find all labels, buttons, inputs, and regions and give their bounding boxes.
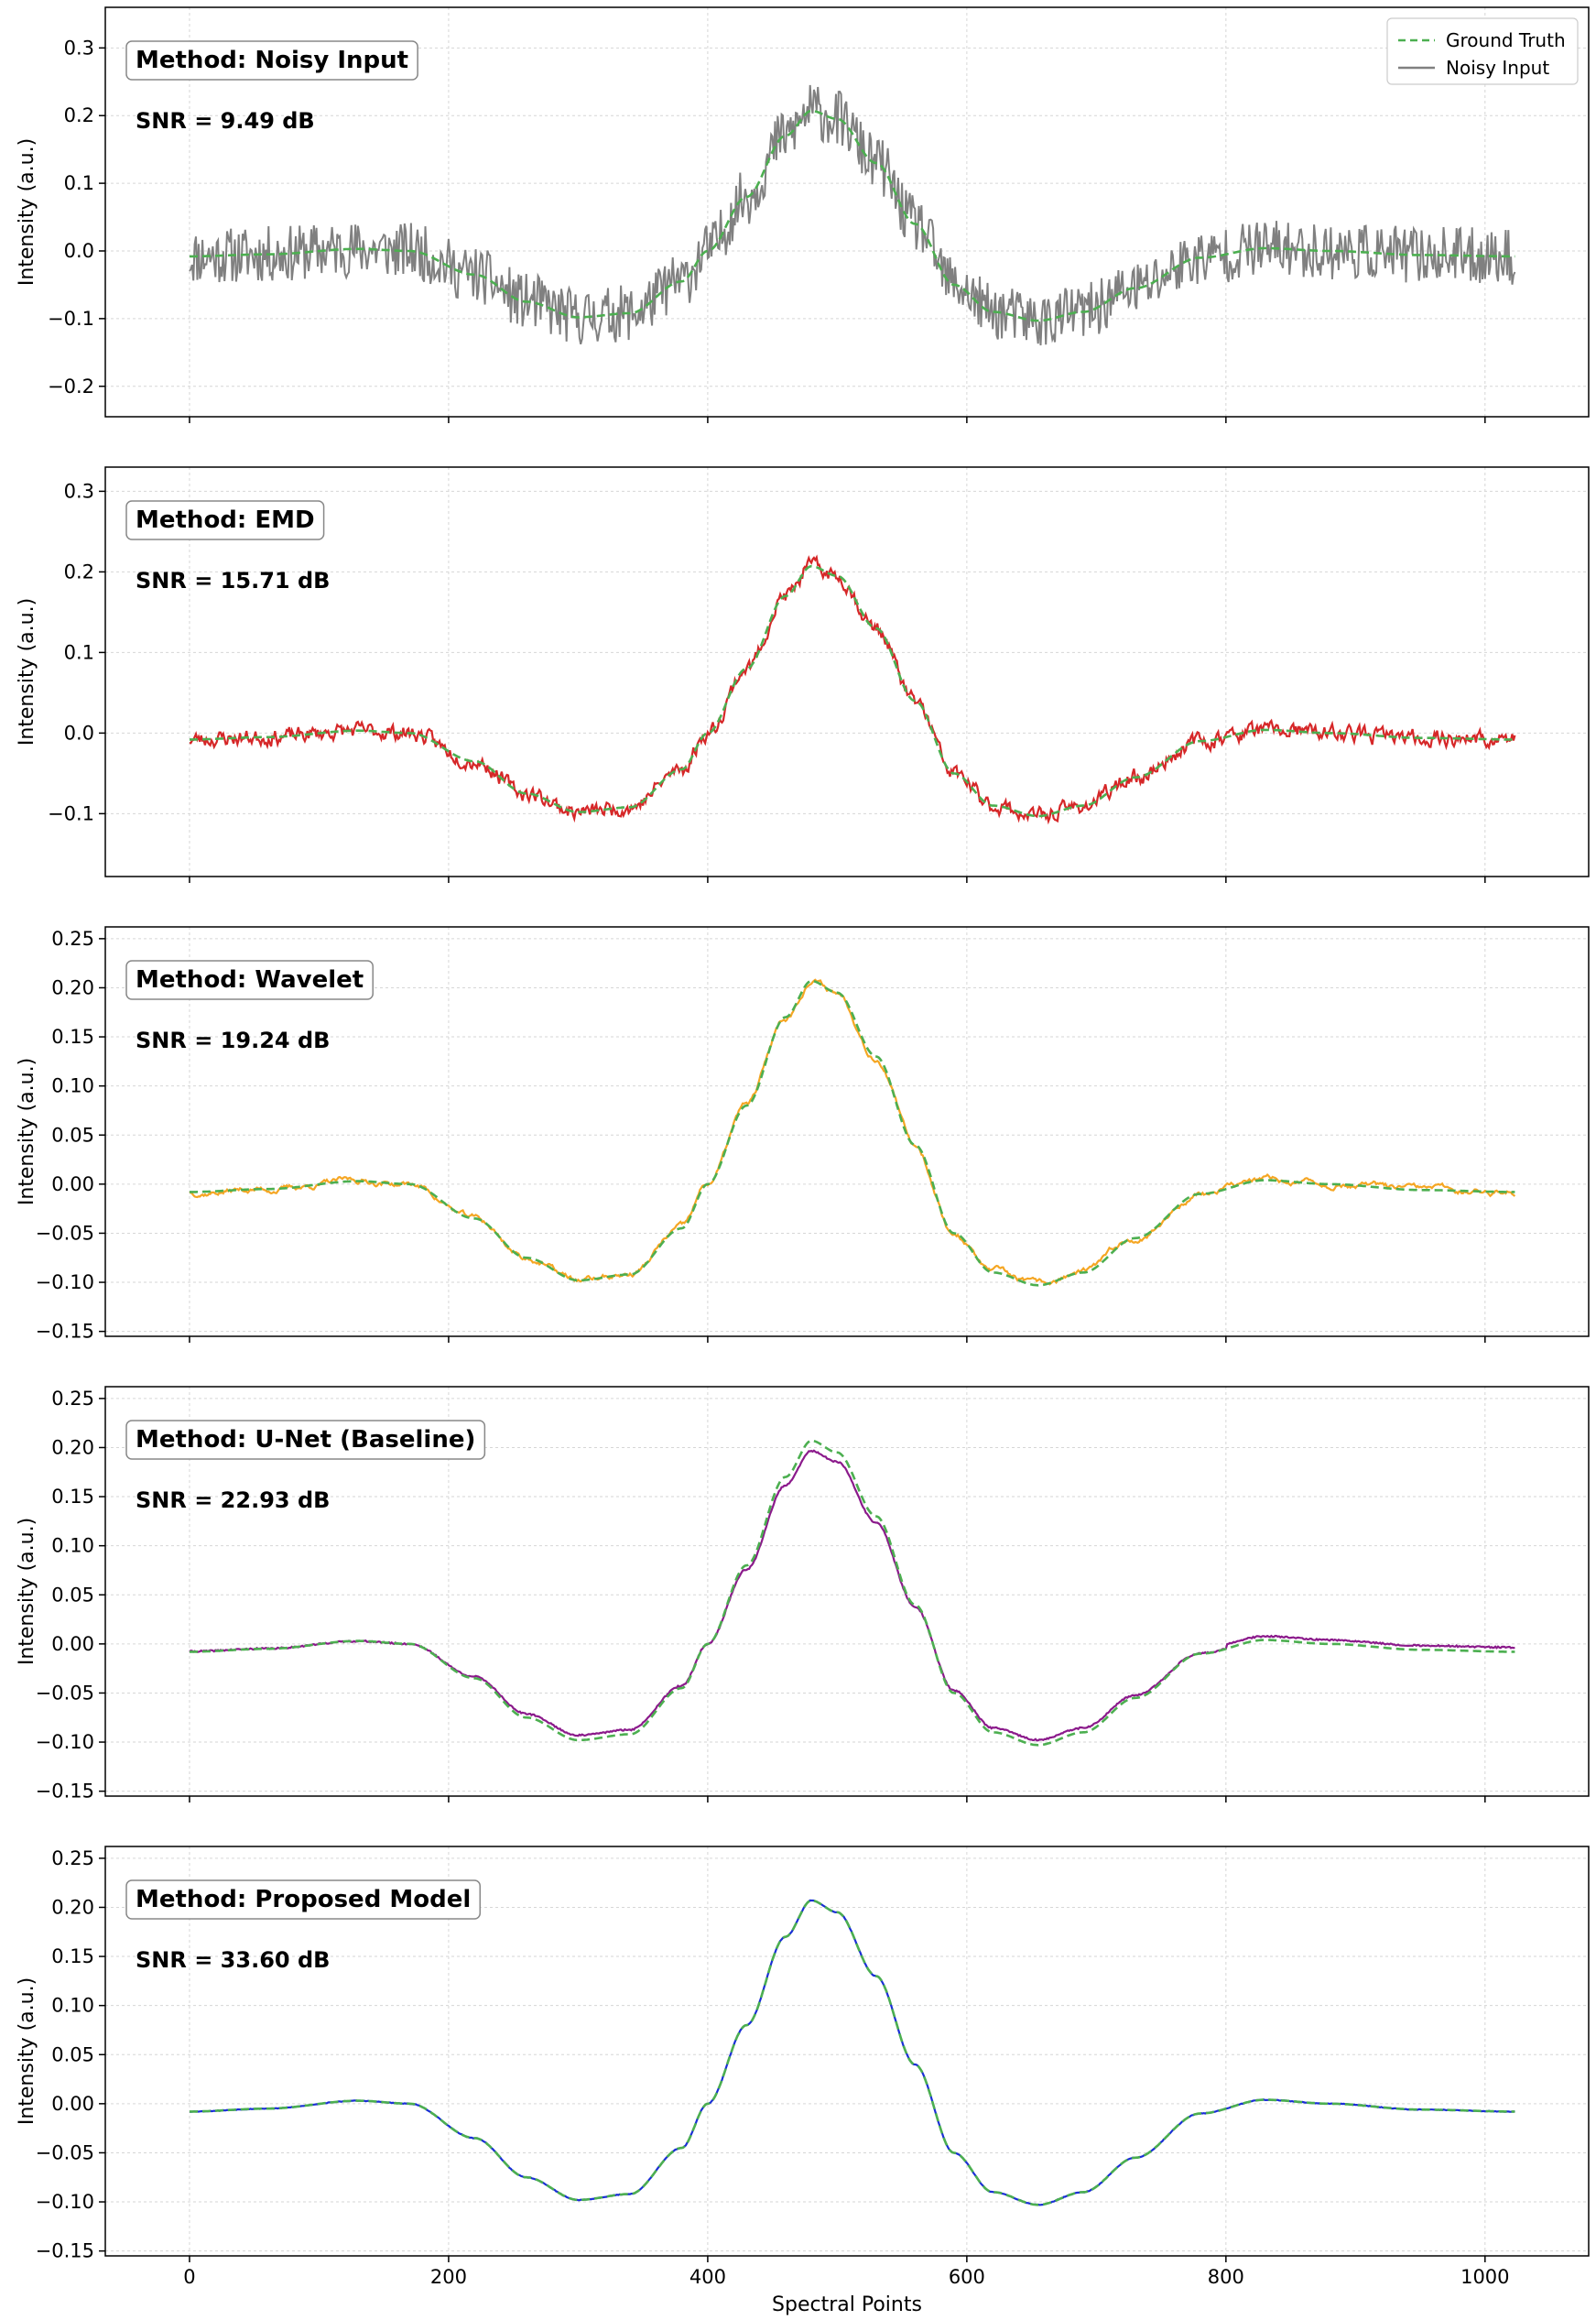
snr-label: SNR = 15.71 dB (136, 568, 330, 594)
y-tick-label: 0.15 (51, 1026, 94, 1048)
method-label-box (125, 500, 325, 540)
y-tick-label: 0.25 (51, 928, 94, 950)
x-tick-label: 0 (183, 2266, 195, 2288)
ground-truth-line (190, 1439, 1515, 1747)
y-tick-label: −0.1 (48, 802, 94, 824)
method-label-box (125, 1420, 486, 1460)
x-tick-label: 400 (689, 2266, 726, 2288)
plot-frame (104, 1386, 1590, 1797)
plot-frame (104, 926, 1590, 1337)
method-output-line (189, 84, 1516, 346)
legend-entry: Noisy Input (1446, 57, 1549, 79)
y-tick-label: 0.0 (64, 240, 94, 262)
y-tick-label: 0.3 (64, 37, 94, 59)
y-tick-label: −0.15 (36, 1781, 94, 1803)
ground-truth-line (190, 979, 1515, 1287)
y-tick-label: 0.20 (51, 1896, 94, 1918)
panel-2: −0.1 0.0 0.1 0.2 0.3 Intensity (a.u.) Method: … (16, 466, 1590, 883)
y-tick-label: 0.1 (64, 641, 94, 663)
y-tick-label: 0.00 (51, 2093, 94, 2115)
y-tick-label: 0.10 (51, 1995, 94, 2017)
plot-area (105, 467, 1589, 877)
y-tick-label: 0.20 (51, 1436, 94, 1458)
y-axis-label: Intensity (a.u.) (16, 138, 38, 286)
y-tick-label: 0.15 (51, 1945, 94, 1967)
method-label-box (125, 1879, 481, 1920)
snr-label: SNR = 22.93 dB (136, 1487, 330, 1513)
x-axis-label: Spectral Points (772, 2293, 922, 2316)
method-label: Method: Wavelet (136, 966, 364, 994)
y-tick-label: −0.10 (36, 2191, 94, 2213)
y-tick-label: −0.10 (36, 1731, 94, 1753)
legend: Ground Truth Noisy Input (1386, 17, 1579, 85)
snr-label: SNR = 19.24 dB (136, 1028, 330, 1053)
y-axis-label: Intensity (a.u.) (16, 1058, 38, 1205)
y-tick-label: 0.1 (64, 172, 94, 194)
y-axis-label: Intensity (a.u.) (16, 1977, 38, 2125)
y-axis-label: Intensity (a.u.) (16, 598, 38, 746)
y-tick-label: −0.10 (36, 1271, 94, 1293)
method-output-line (189, 554, 1516, 825)
snr-label: SNR = 33.60 dB (136, 1947, 330, 1973)
y-tick-label: −0.1 (48, 308, 94, 330)
method-label: Method: U-Net (Baseline) (136, 1426, 475, 1454)
y-tick-label: 0.3 (64, 480, 94, 502)
x-tick-label: 800 (1208, 2266, 1244, 2288)
y-tick-label: 0.20 (51, 976, 94, 998)
panel-4: −0.15 −0.10 −0.05 0.00 0.05 0.10 0.15 0.20 0.25 I… (16, 1386, 1590, 1803)
y-tick-label: 0.0 (64, 722, 94, 744)
plot-frame (104, 466, 1590, 877)
y-tick-label: 0.15 (51, 1486, 94, 1508)
plot-frame (104, 6, 1590, 418)
panel-3: −0.15 −0.10 −0.05 0.00 0.05 0.10 0.15 0.20 0.25 I… (16, 926, 1590, 1343)
method-label: Method: Noisy Input (136, 47, 408, 74)
legend-entry: Ground Truth (1446, 29, 1566, 51)
y-tick-label: 0.10 (51, 1535, 94, 1557)
y-tick-label: 0.05 (51, 1124, 94, 1146)
method-label: Method: EMD (136, 506, 315, 534)
x-tick-label: 200 (430, 2266, 467, 2288)
y-tick-label: 0.00 (51, 1173, 94, 1195)
panel-5: −0.15 −0.10 −0.05 0.00 0.05 0.10 0.15 0.20 0.25 0… (16, 1846, 1590, 2316)
y-tick-label: −0.05 (36, 2141, 94, 2163)
y-tick-label: 0.00 (51, 1633, 94, 1655)
ground-truth-line (190, 109, 1515, 322)
method-label-box (125, 40, 418, 81)
y-tick-label: −0.15 (36, 2240, 94, 2262)
method-label: Method: Proposed Model (136, 1886, 471, 1913)
y-tick-label: 0.2 (64, 561, 94, 583)
x-tick-label: 600 (949, 2266, 985, 2288)
y-tick-label: −0.15 (36, 1321, 94, 1343)
y-tick-label: −0.05 (36, 1682, 94, 1704)
plot-frame (104, 1846, 1590, 2257)
y-tick-label: −0.2 (48, 376, 94, 398)
snr-label: SNR = 9.49 dB (136, 108, 315, 134)
y-tick-label: 0.2 (64, 104, 94, 126)
y-tick-label: 0.05 (51, 1584, 94, 1606)
y-tick-label: −0.05 (36, 1222, 94, 1244)
ground-truth-line (190, 564, 1515, 818)
ground-truth-line (190, 1899, 1515, 2206)
y-tick-label: 0.10 (51, 1075, 94, 1097)
method-label-box (125, 960, 374, 1000)
y-tick-label: 0.25 (51, 1388, 94, 1410)
y-tick-label: 0.25 (51, 1847, 94, 1869)
y-axis-label: Intensity (a.u.) (16, 1518, 38, 1665)
x-tick-label: 1000 (1460, 2266, 1509, 2288)
y-tick-label: 0.05 (51, 2043, 94, 2065)
panel-1: −0.2 −0.1 0.0 0.1 0.2 0.3 Intensity (a.u.) Meth… (16, 6, 1590, 423)
